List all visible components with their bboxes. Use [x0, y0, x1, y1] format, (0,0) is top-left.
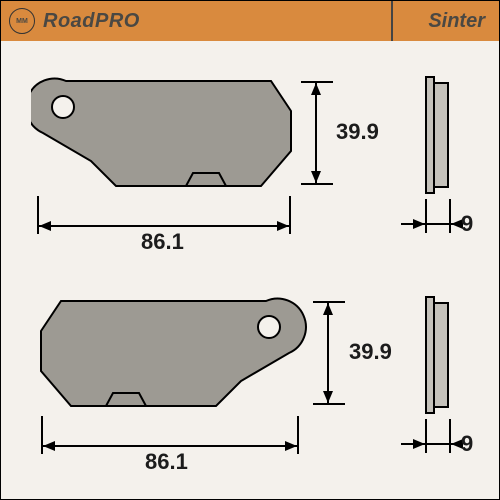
dim-line [43, 445, 297, 447]
product-name: RoadPRO [43, 10, 140, 33]
arrow-icon [413, 439, 425, 449]
logo-icon: MM [9, 8, 35, 34]
dim-tick [425, 419, 427, 453]
logo-text: MM [16, 18, 28, 25]
pad1-thick-label: 9 [461, 211, 473, 237]
pad1-side-icon [421, 73, 461, 203]
arrow-icon [323, 391, 333, 403]
dim-tick [425, 199, 427, 233]
pad1-front-icon [31, 71, 311, 211]
diagram-area: 39.9 86.1 9 [1, 41, 499, 499]
arrow-icon [413, 219, 425, 229]
dim-tick [289, 196, 291, 234]
dim-line [315, 83, 317, 183]
arrow-icon [323, 303, 333, 315]
pad1-width-label: 86.1 [141, 229, 184, 255]
header-left: MM RoadPRO [9, 8, 140, 34]
header-bar: MM RoadPRO Sinter [1, 1, 499, 41]
dim-tick [313, 403, 345, 405]
pad2-thick-label: 9 [461, 431, 473, 457]
arrow-icon [39, 221, 51, 231]
arrow-icon [43, 441, 55, 451]
arrow-icon [285, 441, 297, 451]
diagram-frame: MM RoadPRO Sinter [0, 0, 500, 500]
arrow-icon [277, 221, 289, 231]
pad1-height-label: 39.9 [336, 119, 379, 145]
dim-tick [297, 416, 299, 454]
dim-line [39, 225, 289, 227]
arrow-icon [311, 171, 321, 183]
arrow-icon [311, 83, 321, 95]
pad-group-2: 39.9 86.1 9 [1, 281, 499, 481]
pad2-width-label: 86.1 [145, 449, 188, 475]
dim-line [327, 303, 329, 403]
dim-tick [301, 183, 333, 185]
product-type: Sinter [428, 10, 485, 33]
pad2-side-icon [421, 293, 461, 423]
header-divider [391, 1, 393, 41]
pad2-front-icon [31, 291, 311, 431]
pad-group-1: 39.9 86.1 9 [1, 61, 499, 261]
pad2-height-label: 39.9 [349, 339, 392, 365]
